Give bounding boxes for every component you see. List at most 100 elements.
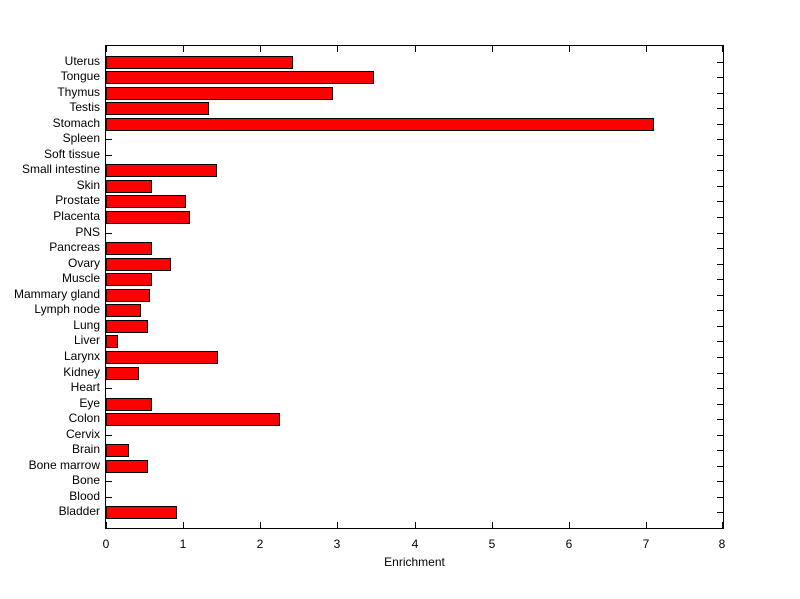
bar (106, 118, 654, 131)
bar (106, 242, 152, 255)
y-tick-right (717, 139, 723, 140)
category-label: Lymph node (34, 302, 100, 316)
y-tick-right (717, 404, 723, 405)
bar (106, 56, 293, 69)
x-tick-top (646, 46, 647, 52)
category-label: Colon (68, 411, 100, 425)
y-tick-right (717, 155, 723, 156)
category-label: Thymus (57, 85, 100, 99)
x-tick-bottom (260, 522, 261, 528)
bar (106, 71, 374, 84)
category-label: Blood (69, 489, 100, 503)
category-label: Bone marrow (28, 458, 100, 472)
y-tick-right (717, 62, 723, 63)
bar (106, 506, 177, 519)
category-label: Ovary (67, 256, 100, 270)
y-tick-right (717, 170, 723, 171)
y-tick-left (106, 481, 112, 482)
y-tick-right (717, 77, 723, 78)
x-tick-bottom (415, 522, 416, 528)
y-tick-right (717, 450, 723, 451)
category-label: Soft tissue (43, 147, 100, 161)
category-label: Placenta (53, 209, 100, 223)
y-tick-right (717, 201, 723, 202)
y-tick-right (717, 93, 723, 94)
bar (106, 102, 209, 115)
x-tick-bottom (722, 522, 723, 528)
category-label: Skin (76, 178, 100, 192)
category-label: Bone (71, 473, 100, 487)
bar (106, 164, 217, 177)
category-label: Lung (73, 318, 100, 332)
x-tick-top (183, 46, 184, 52)
category-label: PNS (75, 225, 100, 239)
bar (106, 87, 333, 100)
x-tick-label: 2 (256, 537, 264, 551)
category-label: Heart (70, 380, 100, 394)
y-tick-right (717, 497, 723, 498)
category-label: Tongue (60, 69, 100, 83)
bar (106, 211, 190, 224)
category-label: Liver (73, 333, 100, 347)
y-tick-right (717, 326, 723, 327)
category-label: Larynx (63, 349, 100, 363)
y-tick-right (717, 357, 723, 358)
y-tick-right (717, 248, 723, 249)
x-tick-top (492, 46, 493, 52)
y-tick-right (717, 108, 723, 109)
x-tick-bottom (183, 522, 184, 528)
y-tick-left (106, 497, 112, 498)
y-tick-left (106, 139, 112, 140)
y-tick-right (717, 388, 723, 389)
category-label: Testis (69, 100, 100, 114)
x-tick-bottom (492, 522, 493, 528)
x-tick-bottom (106, 522, 107, 528)
category-label: Prostate (55, 193, 100, 207)
x-tick-top (260, 46, 261, 52)
bar (106, 398, 152, 411)
x-tick-bottom (569, 522, 570, 528)
category-label: Kidney (63, 365, 100, 379)
x-axis-label: Enrichment (384, 555, 445, 569)
y-tick-right (717, 310, 723, 311)
bar (106, 304, 141, 317)
x-tick-label: 8 (718, 537, 726, 551)
category-label: Stomach (52, 116, 100, 130)
y-tick-right (717, 233, 723, 234)
bar (106, 195, 186, 208)
x-tick-label: 6 (565, 537, 573, 551)
x-tick-bottom (337, 522, 338, 528)
y-tick-left (106, 435, 112, 436)
plot-area (105, 45, 724, 529)
category-label: Eye (79, 396, 100, 410)
y-tick-left (106, 233, 112, 234)
bar (106, 273, 152, 286)
category-label: Brain (71, 442, 100, 456)
bar (106, 180, 152, 193)
x-tick-bottom (646, 522, 647, 528)
bar (106, 320, 148, 333)
bar (106, 335, 118, 348)
x-tick-label: 5 (488, 537, 496, 551)
x-tick-label: 1 (179, 537, 187, 551)
y-tick-right (717, 512, 723, 513)
y-tick-right (717, 186, 723, 187)
bar (106, 460, 148, 473)
y-tick-right (717, 341, 723, 342)
x-tick-label: 7 (642, 537, 650, 551)
x-tick-top (415, 46, 416, 52)
y-tick-right (717, 373, 723, 374)
x-tick-label: 3 (333, 537, 341, 551)
category-label: Small intestine (21, 162, 100, 176)
y-tick-right (717, 295, 723, 296)
y-tick-right (717, 419, 723, 420)
x-tick-label: 0 (102, 537, 110, 551)
bar (106, 289, 150, 302)
category-label: Mammary gland (13, 287, 100, 301)
bar (106, 444, 129, 457)
category-label: Spleen (62, 131, 100, 145)
y-tick-right (717, 124, 723, 125)
y-tick-right (717, 264, 723, 265)
y-tick-left (106, 155, 112, 156)
category-label: Pancreas (49, 240, 100, 254)
